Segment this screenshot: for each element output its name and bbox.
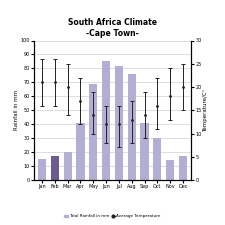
- Bar: [140, 123, 149, 180]
- Bar: [115, 66, 123, 180]
- Bar: [38, 159, 46, 180]
- Legend: Total Rainfall in mm, Average Temperature: Total Rainfall in mm, Average Temperatur…: [63, 213, 162, 220]
- Bar: [51, 156, 59, 180]
- Bar: [63, 152, 72, 180]
- Title: South Africa Climate
-Cape Town-: South Africa Climate -Cape Town-: [68, 18, 157, 38]
- Bar: [102, 61, 110, 180]
- Bar: [89, 84, 97, 180]
- Bar: [166, 160, 174, 180]
- Bar: [128, 74, 136, 180]
- Bar: [153, 138, 162, 180]
- Bar: [179, 156, 187, 180]
- Y-axis label: Temperature/C°: Temperature/C°: [203, 89, 208, 132]
- Bar: [76, 123, 85, 180]
- Y-axis label: Rainfall in mm: Rainfall in mm: [14, 90, 19, 130]
